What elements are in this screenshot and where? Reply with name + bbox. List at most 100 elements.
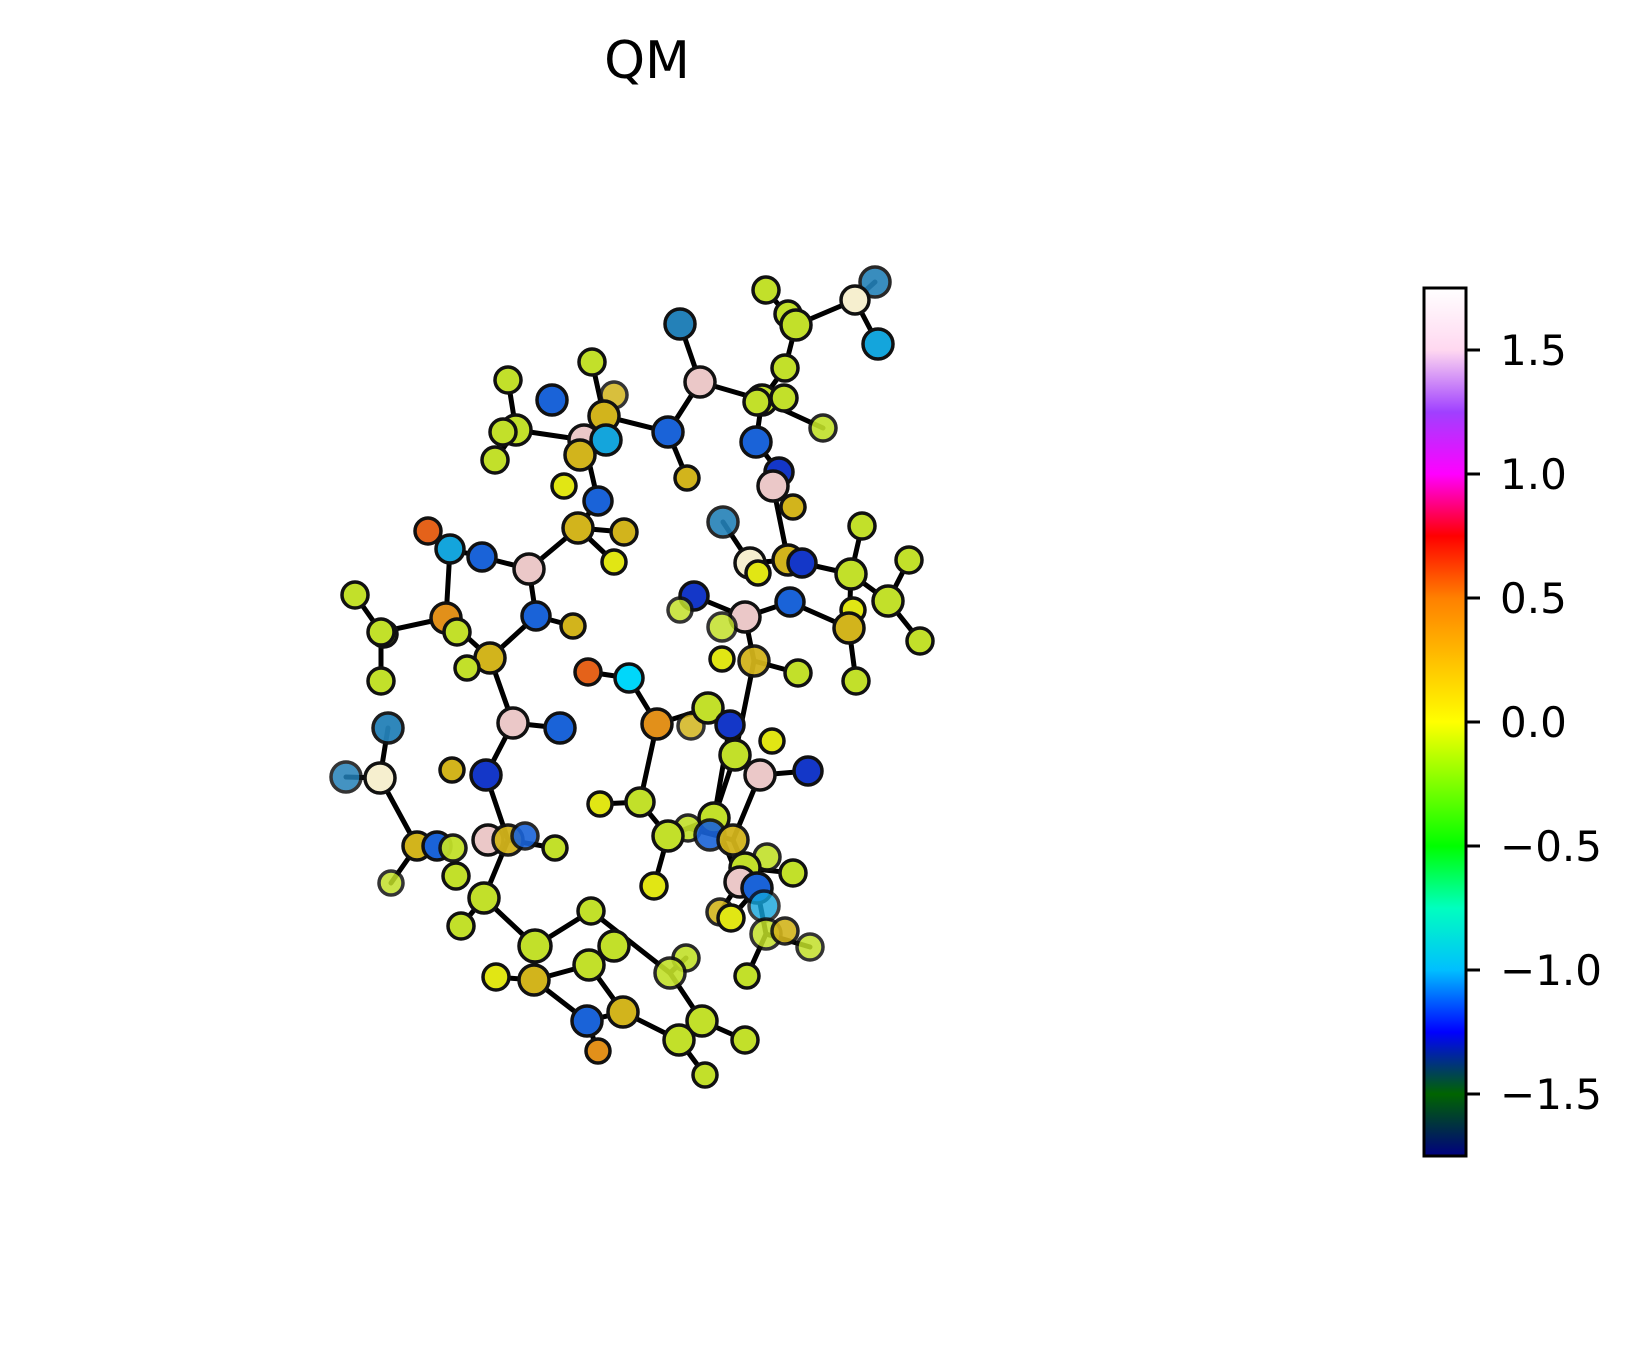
- atom: [683, 365, 717, 399]
- atom: [708, 645, 736, 673]
- atom: [786, 547, 818, 579]
- atom: [577, 347, 607, 377]
- atom: [563, 438, 597, 472]
- atom: [442, 617, 472, 647]
- atom: [743, 758, 777, 792]
- atom: [512, 552, 546, 586]
- colorbar-tick-label: 0.0: [1500, 698, 1567, 747]
- atom: [371, 711, 405, 745]
- atom: [651, 819, 685, 853]
- atom: [770, 353, 800, 383]
- atom: [716, 823, 750, 857]
- atom: [651, 415, 685, 449]
- atom: [366, 666, 396, 696]
- atom: [609, 517, 639, 547]
- atom: [769, 383, 799, 413]
- atom: [744, 559, 772, 587]
- atom: [572, 948, 606, 982]
- atom: [496, 706, 530, 740]
- atom: [739, 425, 773, 459]
- atom: [841, 666, 871, 696]
- atom: [706, 505, 740, 539]
- atom: [559, 612, 587, 640]
- atom: [413, 516, 443, 546]
- atom: [834, 557, 868, 591]
- atom: [377, 869, 405, 897]
- atom: [467, 881, 501, 915]
- atom: [751, 275, 781, 305]
- atom: [606, 995, 640, 1029]
- atom: [718, 738, 752, 772]
- atom: [535, 383, 569, 417]
- colorbar-tick-label: 1.5: [1500, 326, 1567, 375]
- atom: [716, 903, 746, 933]
- atom: [510, 821, 540, 851]
- atom: [469, 758, 503, 792]
- colorbar: 1.5 1.0 0.5 0.0 −0.5 −1.0 −1.5: [1422, 286, 1602, 1158]
- atom: [582, 485, 614, 517]
- atom: [733, 962, 761, 990]
- atom: [662, 1023, 696, 1057]
- atom: [453, 654, 481, 682]
- atom: [685, 1004, 719, 1038]
- atom: [663, 307, 697, 341]
- atom: [779, 493, 807, 521]
- atom: [795, 932, 825, 962]
- atom: [871, 584, 905, 618]
- colorbar-tick-label: 1.0: [1500, 450, 1567, 499]
- atom: [438, 756, 466, 784]
- atom: [561, 511, 595, 545]
- atom: [832, 611, 866, 645]
- atom: [839, 284, 871, 316]
- atom: [778, 858, 808, 888]
- atom: [597, 929, 631, 963]
- atom: [730, 1025, 760, 1055]
- atom: [613, 662, 645, 694]
- atom: [584, 1037, 612, 1065]
- atom: [517, 928, 553, 964]
- atom: [706, 611, 738, 643]
- atom: [329, 760, 363, 794]
- colorbar-tick-label: −1.5: [1500, 1070, 1602, 1119]
- atom: [550, 472, 578, 500]
- colorbar-tick-label: −0.5: [1500, 822, 1602, 871]
- atom: [543, 711, 577, 745]
- atom: [770, 916, 800, 946]
- atom: [576, 896, 606, 926]
- atom: [586, 790, 614, 818]
- atom: [673, 464, 701, 492]
- atom: [756, 469, 790, 503]
- atom: [894, 545, 924, 575]
- atom: [774, 586, 806, 618]
- atom: [792, 755, 824, 787]
- figure-title: QM: [604, 31, 690, 91]
- atom: [639, 871, 669, 901]
- atom: [488, 417, 518, 447]
- atom: [517, 963, 551, 997]
- colorbar-tick-label: −1.0: [1500, 946, 1602, 995]
- atom: [589, 423, 623, 457]
- atom: [600, 548, 628, 576]
- atom: [438, 833, 468, 863]
- atom: [366, 617, 396, 647]
- atoms: [329, 265, 935, 1089]
- atom: [858, 265, 892, 299]
- colorbar-gradient: [1422, 286, 1468, 1158]
- atom: [905, 626, 935, 656]
- atom: [541, 834, 569, 862]
- atom: [441, 861, 471, 891]
- atom: [747, 889, 781, 923]
- atom: [666, 596, 694, 624]
- atom: [363, 761, 397, 795]
- molecule-structure: [329, 265, 935, 1089]
- atom: [779, 308, 813, 342]
- atom: [446, 911, 476, 941]
- atom: [520, 600, 552, 632]
- colorbar-ticks: 1.5 1.0 0.5 0.0 −0.5 −1.0 −1.5: [1466, 326, 1602, 1119]
- atom: [714, 709, 746, 741]
- atom: [737, 644, 771, 678]
- atom: [480, 445, 510, 475]
- colorbar-tick-label: 0.5: [1500, 574, 1567, 623]
- atom: [742, 387, 772, 417]
